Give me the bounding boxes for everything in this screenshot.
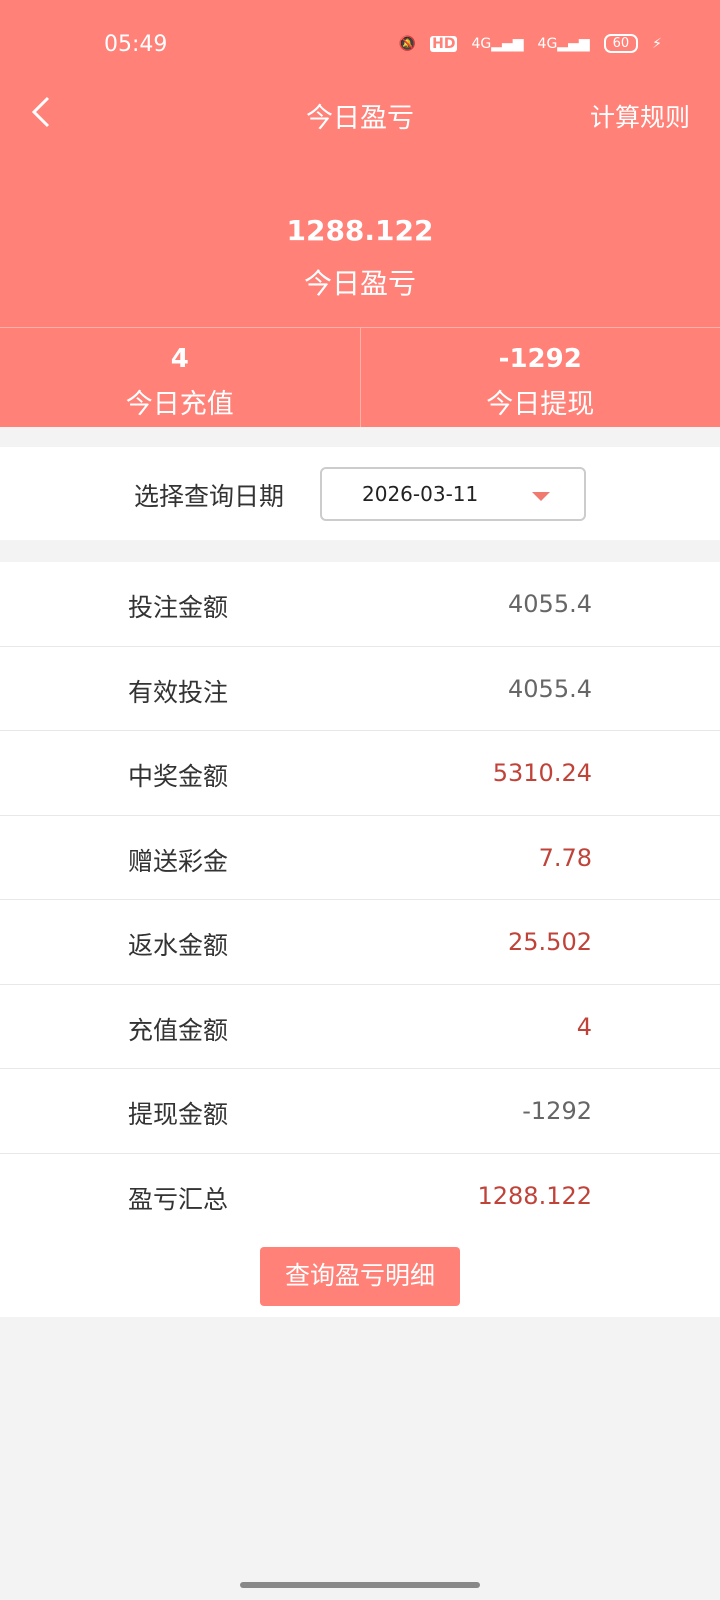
rules-button[interactable]: 计算规则: [589, 103, 690, 132]
stat-recharge: 4 今日充值: [0, 328, 361, 427]
total-label: 今日盈亏: [303, 267, 416, 300]
list-item: 有效投注 4055.4: [0, 647, 720, 731]
signal-icon-2: 4G▂▄▆: [537, 35, 590, 52]
button-row: 查询盈亏明细: [0, 1235, 720, 1317]
list-item: 投注金额 4055.4: [0, 562, 720, 647]
row-label: 返水金额: [128, 931, 229, 960]
summary-list: 投注金额 4055.4 有效投注 4055.4 中奖金额 5310.24 赠送彩金 7.…: [0, 562, 720, 1238]
row-label: 赠送彩金: [128, 846, 229, 876]
list-item: 盈亏汇总 1288.122: [0, 1154, 720, 1238]
signal-icon-1: 4G▂▄▆: [471, 35, 524, 52]
row-value: 4: [576, 1012, 592, 1041]
header: 05:49 🔕 HD 4G▂▄▆ 4G▂▄▆ 60 ⚡ 今日盈亏 计算规则 12…: [0, 0, 720, 427]
date-label: 选择查询日期: [134, 482, 285, 511]
row-value: 1288.122: [477, 1181, 592, 1210]
list-item: 提现金额 -1292: [0, 1069, 720, 1154]
battery-icon: 60: [603, 34, 639, 53]
dropdown-arrow-icon: [532, 492, 550, 501]
back-icon[interactable]: [26, 95, 60, 129]
row-label: 有效投注: [128, 677, 229, 707]
hd-icon: HD: [430, 35, 458, 52]
row-label: 中奖金额: [128, 762, 229, 791]
row-value: -1292: [522, 1097, 592, 1125]
row-label: 提现金额: [128, 1100, 229, 1129]
row-value: 25.502: [508, 928, 592, 956]
list-item: 中奖金额 5310.24: [0, 731, 720, 816]
mute-icon: 🔕: [398, 35, 417, 52]
date-value: 2026-03-11: [362, 482, 479, 506]
home-indicator[interactable]: [240, 1582, 480, 1588]
row-value: 4055.4: [508, 590, 592, 618]
charging-icon: ⚡: [652, 35, 662, 52]
list-item: 充值金额 4: [0, 985, 720, 1069]
list-item: 赠送彩金 7.78: [0, 816, 720, 900]
stat-label: 今日充值: [125, 389, 234, 420]
row-label: 充值金额: [128, 1015, 229, 1045]
status-bar: 05:49 🔕 HD 4G▂▄▆ 4G▂▄▆ 60 ⚡: [0, 30, 720, 60]
row-value: 7.78: [538, 843, 592, 872]
stat-value: -1292: [498, 344, 582, 374]
total-value: 1288.122: [286, 214, 434, 247]
clock: 05:49: [104, 32, 168, 57]
stat-label: 今日提现: [486, 389, 595, 420]
date-filter: 选择查询日期 2026-03-11: [0, 447, 720, 540]
row-label: 投注金额: [128, 593, 229, 622]
query-detail-button[interactable]: 查询盈亏明细: [260, 1247, 460, 1306]
row-label: 盈亏汇总: [128, 1184, 229, 1214]
date-select[interactable]: 2026-03-11: [320, 467, 586, 521]
stat-value: 4: [170, 344, 189, 374]
list-item: 返水金额 25.502: [0, 900, 720, 985]
page-title: 今日盈亏: [306, 103, 414, 134]
row-value: 5310.24: [492, 759, 592, 787]
row-value: 4055.4: [508, 674, 592, 703]
stat-withdraw: -1292 今日提现: [361, 328, 720, 427]
